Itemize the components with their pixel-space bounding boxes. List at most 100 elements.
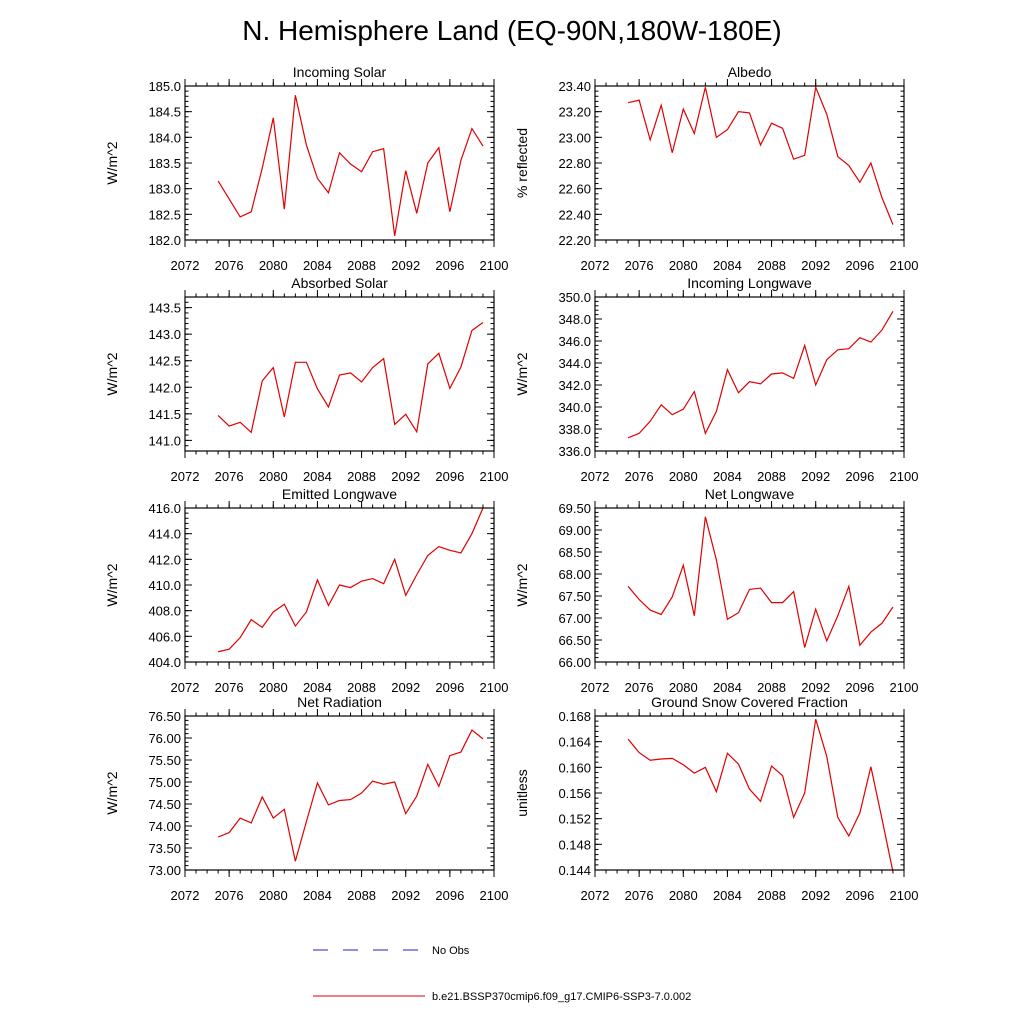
- y-tick-label: 183.5: [148, 156, 181, 171]
- y-tick-label: 68.00: [558, 567, 591, 582]
- x-tick-label: 2096: [435, 469, 464, 484]
- x-tick-label: 2096: [845, 888, 874, 903]
- x-tick-label: 2072: [581, 258, 610, 273]
- x-tick-label: 2088: [347, 258, 376, 273]
- y-tick-label: 69.50: [558, 501, 591, 516]
- plot-frame: [184, 85, 495, 241]
- x-tick-label: 2092: [801, 888, 830, 903]
- y-tick-label: 348.0: [558, 312, 591, 327]
- x-tick-label: 2092: [801, 469, 830, 484]
- x-tick-label: 2080: [669, 469, 698, 484]
- plot-frame: [184, 507, 495, 663]
- y-tick-label: 0.152: [558, 812, 591, 827]
- x-tick-label: 2076: [215, 680, 244, 695]
- y-tick-label: 76.00: [148, 731, 181, 746]
- x-tick-label: 2080: [669, 888, 698, 903]
- series-line: [217, 322, 484, 434]
- x-tick-label: 2072: [171, 258, 200, 273]
- panel-albedo: Albedo % reflected 22.20 22.40 22.60 22.80 23.…: [514, 64, 918, 273]
- y-tick-label: 142.5: [148, 354, 181, 369]
- y-tick-label: 66.00: [558, 655, 591, 670]
- series-line: [627, 719, 894, 873]
- y-tick-label: 404.0: [148, 655, 181, 670]
- x-tick-label: 2084: [713, 888, 742, 903]
- x-tick-label: 2100: [890, 258, 919, 273]
- x-tick-label: 2100: [480, 258, 509, 273]
- y-tick-label: 183.0: [148, 182, 181, 197]
- series-line: [627, 310, 894, 439]
- panels-group: Incoming Solar W/m^2 182.0 182.5 183.0 183.5 1…: [104, 64, 918, 903]
- x-tick-label: 2072: [581, 469, 610, 484]
- x-tick-label: 2092: [801, 258, 830, 273]
- y-axis-label: W/m^2: [104, 141, 120, 184]
- y-axis-label: unitless: [514, 769, 530, 816]
- x-tick-label: 2072: [581, 888, 610, 903]
- y-tick-label: 142.0: [148, 380, 181, 395]
- plot-frame: [184, 715, 495, 871]
- y-axis-label: W/m^2: [514, 352, 530, 395]
- x-tick-label: 2084: [713, 680, 742, 695]
- x-tick-label: 2072: [581, 680, 610, 695]
- panel-title: Emitted Longwave: [282, 486, 397, 502]
- panel-absorbed-solar: Absorbed Solar W/m^2 141.0 141.5 142.0 142.5 1…: [104, 275, 508, 484]
- panel-title: Albedo: [728, 64, 772, 80]
- x-tick-label: 2076: [625, 680, 654, 695]
- x-tick-label: 2100: [890, 469, 919, 484]
- y-tick-label: 0.164: [558, 735, 591, 750]
- y-tick-label: 69.00: [558, 523, 591, 538]
- x-tick-label: 2088: [347, 888, 376, 903]
- legend-label: No Obs: [432, 945, 470, 957]
- x-tick-label: 2080: [259, 888, 288, 903]
- x-tick-label: 2084: [303, 888, 332, 903]
- y-tick-label: 23.20: [558, 105, 591, 120]
- x-tick-label: 2088: [757, 469, 786, 484]
- y-tick-label: 342.0: [558, 378, 591, 393]
- x-tick-label: 2076: [215, 469, 244, 484]
- panel-emitted-longwave: Emitted Longwave W/m^2 404.0 406.0 408.0 410.…: [104, 486, 508, 695]
- series-line: [627, 85, 894, 225]
- y-tick-label: 74.50: [148, 797, 181, 812]
- y-tick-label: 75.50: [148, 753, 181, 768]
- y-axis-label: % reflected: [514, 128, 530, 198]
- panel-title: Ground Snow Covered Fraction: [651, 694, 848, 710]
- y-tick-label: 406.0: [148, 629, 181, 644]
- y-tick-label: 22.60: [558, 182, 591, 197]
- x-tick-label: 2084: [303, 680, 332, 695]
- y-tick-label: 143.0: [148, 327, 181, 342]
- y-tick-label: 414.0: [148, 527, 181, 542]
- x-tick-label: 2092: [391, 469, 420, 484]
- y-tick-label: 67.50: [558, 589, 591, 604]
- x-tick-label: 2100: [890, 888, 919, 903]
- y-tick-label: 68.50: [558, 545, 591, 560]
- x-tick-label: 2088: [347, 469, 376, 484]
- x-tick-label: 2084: [303, 258, 332, 273]
- y-tick-label: 182.5: [148, 207, 181, 222]
- legend-item: No Obs: [313, 945, 470, 957]
- x-tick-label: 2076: [215, 258, 244, 273]
- y-tick-label: 74.00: [148, 819, 181, 834]
- panel-title: Net Longwave: [705, 486, 795, 502]
- x-tick-label: 2088: [757, 888, 786, 903]
- y-tick-label: 416.0: [148, 501, 181, 516]
- y-axis-label: W/m^2: [104, 771, 120, 814]
- x-tick-label: 2092: [801, 680, 830, 695]
- x-tick-label: 2080: [259, 469, 288, 484]
- y-axis-label: W/m^2: [514, 563, 530, 606]
- x-tick-label: 2096: [435, 258, 464, 273]
- x-tick-label: 2080: [669, 258, 698, 273]
- legend-item: b.e21.BSSP370cmip6.f09_g17.CMIP6-SSP3-7.…: [313, 991, 691, 1003]
- y-tick-label: 141.0: [148, 433, 181, 448]
- y-tick-label: 184.5: [148, 105, 181, 120]
- y-tick-label: 0.144: [558, 863, 591, 878]
- panel-incoming-solar: Incoming Solar W/m^2 182.0 182.5 183.0 183.5 1…: [104, 64, 508, 273]
- x-tick-label: 2100: [480, 469, 509, 484]
- x-tick-label: 2092: [391, 680, 420, 695]
- x-tick-label: 2076: [215, 888, 244, 903]
- panel-ground-snow-covered-fraction: Ground Snow Covered Fraction unitless 0.14…: [514, 694, 918, 903]
- y-axis-label: W/m^2: [104, 563, 120, 606]
- x-tick-label: 2084: [303, 469, 332, 484]
- series-line: [217, 729, 484, 862]
- plot-frame: [594, 507, 905, 663]
- y-tick-label: 350.0: [558, 290, 591, 305]
